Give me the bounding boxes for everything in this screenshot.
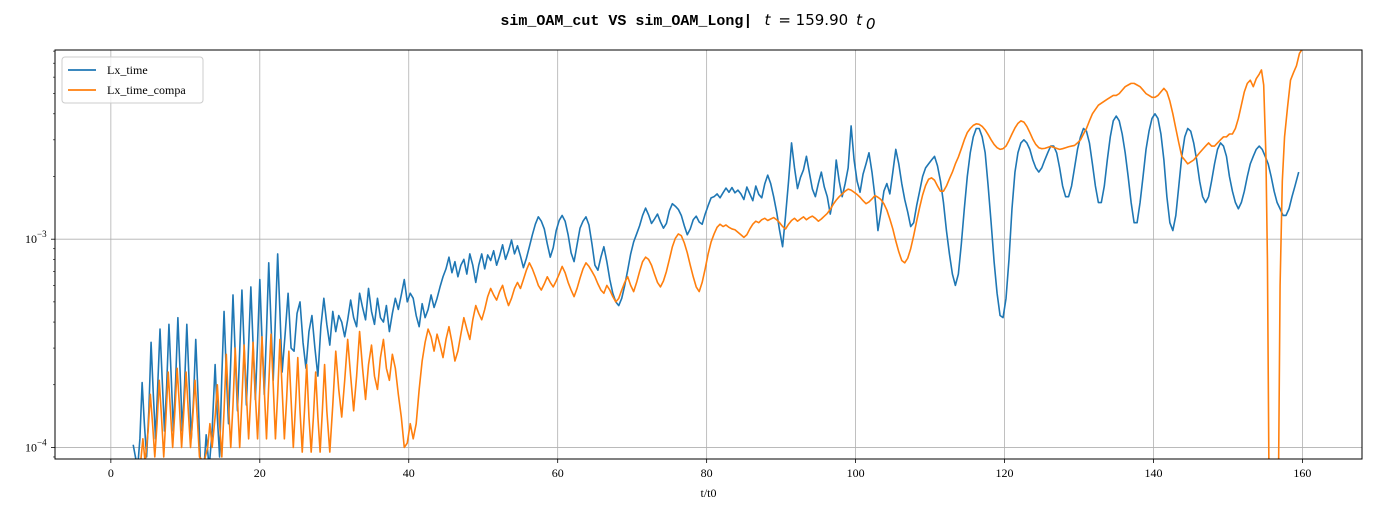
- y-tick-label-base: 10: [25, 232, 37, 246]
- x-axis-label: t/t0: [700, 486, 716, 500]
- series-group: [132, 50, 1303, 459]
- chart-title: sim_OAM_cut VS sim_OAM_Long| t = 159.90 …: [500, 11, 875, 33]
- x-tick-label: 20: [254, 466, 266, 480]
- x-tick-label: 140: [1144, 466, 1162, 480]
- x-tick-label: 0: [108, 466, 114, 480]
- plot-frame: [54, 49, 1363, 460]
- grid: [55, 50, 1362, 459]
- chart-title-value: = 159.90: [778, 11, 848, 29]
- x-axis-ticks: 0 20 40 60 80 100 120 140 160: [108, 459, 1311, 480]
- x-tick-label: 120: [996, 466, 1014, 480]
- y-tick-label: 10−4: [25, 437, 47, 454]
- x-tick-label: 100: [847, 466, 865, 480]
- y-tick-label: 10−3: [25, 229, 47, 246]
- chart-title-unit-subscript: 0: [866, 15, 876, 33]
- chart-title-variable: t: [764, 11, 771, 29]
- legend-label-lx-time-compa: Lx_time_compa: [107, 83, 186, 97]
- y-tick-label-exponent: −4: [37, 437, 47, 447]
- legend-label-lx-time: Lx_time: [107, 63, 148, 77]
- x-tick-label: 160: [1293, 466, 1311, 480]
- x-tick-label: 40: [403, 466, 415, 480]
- x-tick-label: 60: [552, 466, 564, 480]
- chart-title-code: sim_OAM_cut VS sim_OAM_Long|: [500, 13, 752, 30]
- y-tick-label-exponent: −3: [37, 229, 47, 239]
- legend-frame: [61, 56, 204, 104]
- y-axis-ticks: 10−410−3: [25, 50, 55, 458]
- legend: Lx_time Lx_time_compa: [61, 56, 204, 104]
- series-line-lx-time: [132, 113, 1300, 459]
- series-line-lx-time-compa: [140, 50, 1303, 459]
- y-tick-label-base: 10: [25, 440, 37, 454]
- x-tick-label: 80: [701, 466, 713, 480]
- chart-title-unit: t: [856, 11, 863, 29]
